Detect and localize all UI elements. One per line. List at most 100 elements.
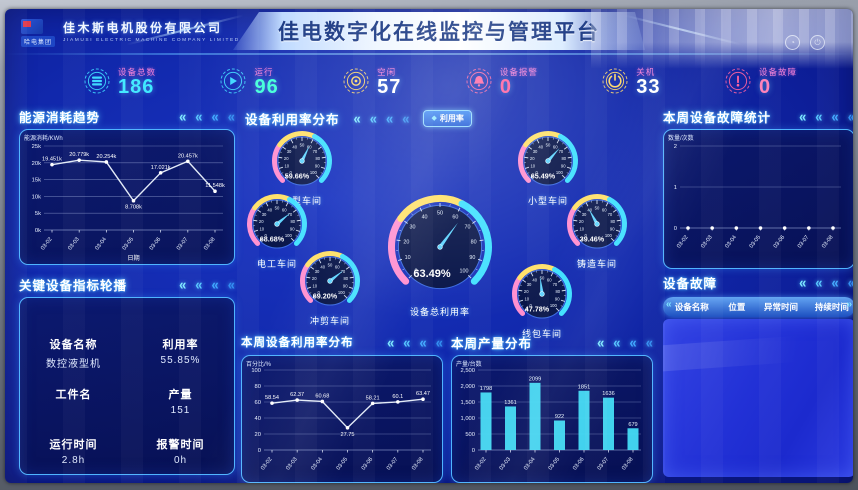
svg-text:03-08: 03-08 bbox=[821, 235, 835, 250]
svg-text:80: 80 bbox=[255, 384, 261, 390]
svg-text:20: 20 bbox=[579, 219, 584, 224]
svg-text:50: 50 bbox=[546, 143, 551, 148]
carousel-chevrons: « « « « bbox=[597, 333, 653, 351]
svg-text:03-02: 03-02 bbox=[676, 235, 690, 250]
power-off-icon bbox=[601, 67, 629, 100]
fault-table-column-header: 异常时间 bbox=[764, 302, 799, 312]
value-cell: 0h bbox=[173, 455, 188, 466]
svg-text:20k: 20k bbox=[32, 161, 41, 167]
utilization-filter-button[interactable]: ◆ 利用率 bbox=[423, 109, 472, 127]
company-logo bbox=[21, 19, 43, 34]
chevron-left-icon[interactable]: « bbox=[848, 109, 853, 124]
svg-text:03-05: 03-05 bbox=[336, 457, 350, 472]
panel-energy-trend: 能源消耗趋势 « « « « 能源消耗/KWh 0k 5k 10k 15k 20k 25k 03-0… bbox=[19, 107, 235, 265]
svg-text:20: 20 bbox=[524, 289, 529, 294]
chevron-left-icon[interactable]: « bbox=[435, 333, 443, 351]
svg-text:50: 50 bbox=[300, 143, 305, 148]
dashboard-screen: 哈电集团 佳木斯电机股份有限公司 JIAMUSI ELECTRIC MACHIN… bbox=[5, 9, 853, 483]
key-cell: 设备名称 bbox=[49, 339, 98, 351]
chevron-left-icon[interactable]: « bbox=[645, 333, 653, 351]
svg-text:80: 80 bbox=[315, 156, 320, 161]
svg-text:65.49%: 65.49% bbox=[531, 171, 556, 180]
svg-text:0: 0 bbox=[536, 170, 539, 175]
chevron-left-icon[interactable]: « bbox=[227, 107, 235, 125]
energy-trend-chart: 能源消耗/KWh 0k 5k 10k 15k 20k 25k 03-02 03-03 03-04 0… bbox=[24, 134, 225, 262]
chevron-left-icon[interactable]: « bbox=[195, 275, 203, 293]
svg-text:100: 100 bbox=[310, 170, 318, 175]
svg-text:90: 90 bbox=[315, 164, 320, 169]
gauge-label: 大型车间 bbox=[281, 196, 322, 206]
chevron-left-icon[interactable]: « bbox=[848, 275, 853, 290]
chevron-left-icon[interactable]: « bbox=[799, 273, 807, 291]
chevron-left-icon[interactable]: « bbox=[831, 107, 839, 125]
chevron-left-icon[interactable]: « bbox=[403, 333, 411, 351]
svg-text:40: 40 bbox=[587, 207, 592, 212]
carousel-chevrons: « « « « bbox=[353, 109, 410, 127]
svg-text:100: 100 bbox=[251, 368, 261, 374]
svg-text:产量/台数: 产量/台数 bbox=[456, 360, 482, 368]
svg-text:03-05: 03-05 bbox=[122, 237, 136, 252]
key-equipment-list: 设备名称 利用率 数控液型机 55.85% 工件名 产量 151 运行时间 报警时间 2.8h 0h bbox=[20, 298, 234, 474]
svg-text:03-04: 03-04 bbox=[94, 237, 108, 252]
chevron-left-icon[interactable]: « bbox=[629, 333, 637, 351]
chevron-left-icon[interactable]: « bbox=[195, 107, 203, 125]
chevron-left-icon[interactable]: « bbox=[227, 275, 235, 293]
svg-text:1636: 1636 bbox=[602, 391, 614, 397]
chevron-left-icon[interactable]: « bbox=[353, 109, 361, 127]
gauge-label: 铸造车间 bbox=[576, 259, 617, 269]
svg-text:03-05: 03-05 bbox=[749, 235, 763, 250]
kpi-item: 关机 33 bbox=[601, 67, 660, 100]
svg-text:30: 30 bbox=[409, 225, 415, 231]
svg-text:1361: 1361 bbox=[504, 400, 516, 406]
chevron-left-icon[interactable]: « bbox=[597, 333, 605, 351]
chevron-left-icon[interactable]: « bbox=[387, 333, 395, 351]
chevron-left-icon[interactable]: « bbox=[179, 107, 187, 125]
ribbon-end-icon: « bbox=[666, 299, 672, 310]
svg-text:80: 80 bbox=[290, 219, 295, 224]
value-cell: 151 bbox=[170, 404, 191, 416]
chevron-left-icon[interactable]: « bbox=[385, 109, 394, 127]
svg-text:20.254k: 20.254k bbox=[96, 154, 116, 160]
kpi-value: 0 bbox=[758, 75, 772, 98]
svg-text:90: 90 bbox=[469, 255, 475, 261]
svg-text:03-03: 03-03 bbox=[67, 237, 81, 252]
svg-text:2,000: 2,000 bbox=[460, 384, 475, 390]
chevron-left-icon[interactable]: « bbox=[815, 107, 823, 125]
kpi-item: 设备总数 186 bbox=[83, 67, 156, 100]
kpi-item: 设备报警 0 bbox=[465, 67, 538, 100]
svg-text:60: 60 bbox=[547, 277, 552, 282]
svg-text:80: 80 bbox=[343, 276, 348, 281]
title-banner: 佳电数字化在线监控与管理平台 bbox=[233, 12, 645, 50]
chevron-left-icon[interactable]: « bbox=[402, 109, 410, 127]
svg-text:70: 70 bbox=[608, 212, 613, 217]
svg-text:10k: 10k bbox=[32, 194, 41, 200]
chevron-left-icon[interactable]: « bbox=[211, 275, 219, 293]
chevron-left-icon[interactable]: « bbox=[831, 273, 839, 291]
svg-text:100: 100 bbox=[460, 269, 469, 275]
svg-text:80: 80 bbox=[471, 239, 477, 245]
svg-text:03-03: 03-03 bbox=[285, 457, 299, 472]
svg-text:30: 30 bbox=[287, 149, 292, 154]
chevron-left-icon[interactable]: « bbox=[419, 333, 427, 351]
chevron-left-icon[interactable]: « bbox=[211, 107, 219, 125]
chevron-left-icon[interactable]: « bbox=[613, 333, 621, 351]
power-icon[interactable]: ⏻ bbox=[810, 35, 825, 50]
gauge-设备总利用率: 0 10 20 30 40 50 60 70 80 90 100 63.49% bbox=[383, 190, 497, 309]
svg-text:8.708k: 8.708k bbox=[125, 205, 142, 211]
svg-text:39.46%: 39.46% bbox=[580, 234, 605, 243]
value-cell: 产量 bbox=[168, 389, 193, 402]
svg-text:58.21: 58.21 bbox=[366, 395, 380, 401]
chevron-left-icon[interactable]: « bbox=[369, 109, 377, 127]
chevron-left-icon[interactable]: « bbox=[815, 273, 823, 291]
svg-text:100: 100 bbox=[338, 290, 346, 295]
svg-text:0: 0 bbox=[530, 303, 533, 308]
svg-text:27.75: 27.75 bbox=[341, 432, 355, 438]
chevron-left-icon[interactable]: « bbox=[179, 275, 187, 293]
panel-week-fault: 本周设备故障统计 « « « « 数量/次数 0 1 2 03-02 03-03 03-04 03-… bbox=[663, 107, 853, 269]
svg-text:40: 40 bbox=[532, 277, 537, 282]
svg-text:60.68: 60.68 bbox=[315, 393, 329, 399]
panel-title: 本周产量分布 bbox=[451, 336, 533, 351]
chevron-left-icon[interactable]: « bbox=[799, 107, 807, 125]
clock-icon[interactable]: ◔ bbox=[785, 35, 800, 50]
key-equipment-row: 数控液型机 55.85% bbox=[20, 355, 234, 374]
